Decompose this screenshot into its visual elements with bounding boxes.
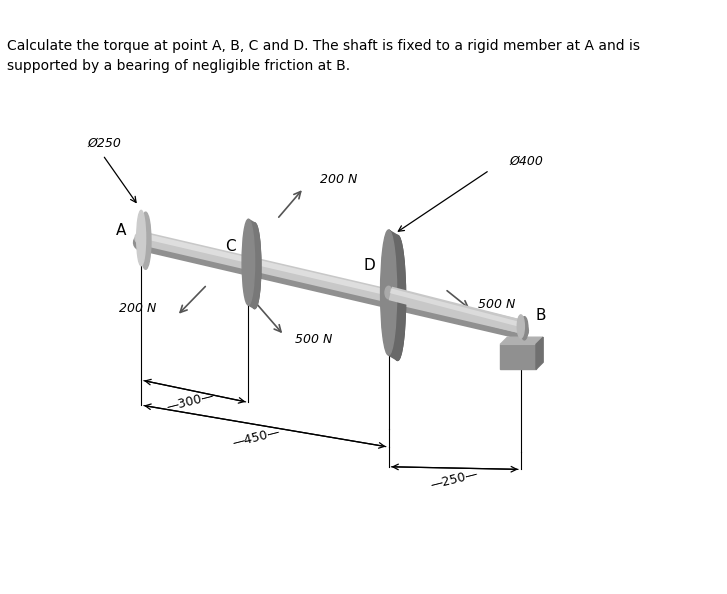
Ellipse shape [242, 219, 254, 305]
Text: C: C [225, 239, 236, 254]
Polygon shape [389, 230, 406, 361]
Ellipse shape [380, 230, 397, 355]
Ellipse shape [521, 317, 528, 340]
Text: A: A [116, 223, 126, 238]
Text: —250—: —250— [430, 467, 480, 492]
Text: 500 N: 500 N [478, 298, 515, 311]
Ellipse shape [390, 235, 406, 361]
Ellipse shape [385, 286, 392, 299]
Text: 200 N: 200 N [320, 173, 357, 185]
Text: Ø250: Ø250 [87, 137, 121, 150]
Text: Ø400: Ø400 [509, 154, 543, 168]
Text: Calculate the torque at point A, B, C and D. The shaft is fixed to a rigid membe: Calculate the torque at point A, B, C an… [7, 39, 640, 74]
Polygon shape [249, 219, 261, 309]
Ellipse shape [140, 212, 151, 269]
Text: —450—: —450— [230, 425, 281, 450]
Text: 200 N: 200 N [119, 302, 156, 315]
Text: B: B [535, 308, 546, 323]
Ellipse shape [517, 315, 524, 338]
Ellipse shape [249, 223, 261, 309]
Text: D: D [363, 258, 375, 273]
Polygon shape [500, 345, 536, 369]
Polygon shape [500, 337, 543, 345]
Ellipse shape [137, 210, 145, 266]
Text: 500 N: 500 N [294, 333, 332, 346]
Text: —300—: —300— [165, 390, 216, 414]
Polygon shape [536, 337, 543, 369]
